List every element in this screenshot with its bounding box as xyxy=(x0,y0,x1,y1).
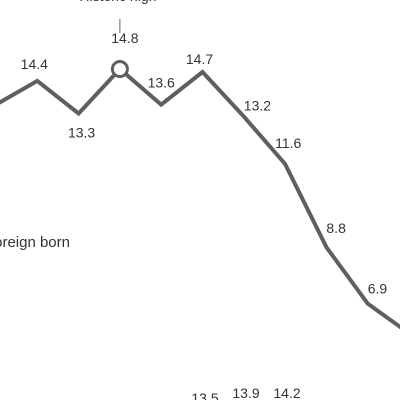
data-label: 6.9 xyxy=(368,281,388,297)
series-label: Foreign born xyxy=(0,234,70,251)
second-series-label: 14.2 xyxy=(273,385,300,400)
data-label: 14.7 xyxy=(186,51,213,67)
annotation-marker xyxy=(110,60,129,78)
series-layer xyxy=(0,66,400,330)
data-label: 13.6 xyxy=(148,75,175,91)
annotation-label: Historic high xyxy=(79,0,156,4)
data-label: 13.2 xyxy=(244,98,271,114)
data-label: 14.4 xyxy=(21,56,48,72)
data-label: 8.8 xyxy=(326,220,346,236)
second-series-label: 13.5 xyxy=(191,390,218,400)
series-line xyxy=(0,66,400,330)
label-layer: 14.4 13.3 14.8 13.6 14.7 13.2 11.6 8.8 6.9 Histor… xyxy=(0,0,387,400)
data-label: 13.3 xyxy=(68,125,95,141)
data-label: 11.6 xyxy=(275,135,301,151)
data-label: 14.8 xyxy=(111,30,138,46)
second-series-label: 13.9 xyxy=(232,385,259,400)
